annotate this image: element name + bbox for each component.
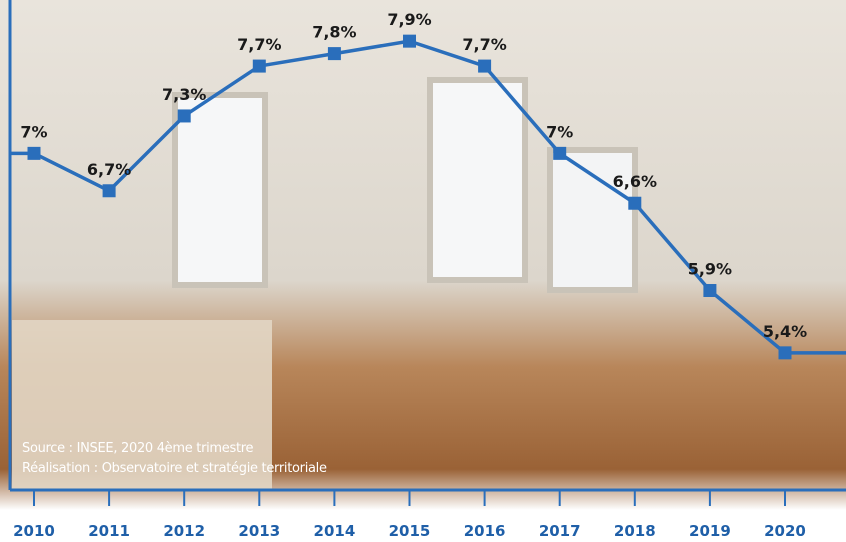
value-label: 7,7%	[237, 35, 281, 54]
point-marker	[628, 196, 642, 210]
x-tick-label: 2020	[764, 522, 806, 540]
x-tick-label: 2016	[464, 522, 506, 540]
value-label: 6,7%	[87, 160, 131, 179]
point-marker	[177, 109, 191, 123]
point-marker	[27, 146, 41, 160]
value-label: 7,8%	[312, 23, 356, 42]
point-marker	[778, 346, 792, 360]
x-tick-label: 2014	[314, 522, 356, 540]
x-tick-label: 2011	[88, 522, 130, 540]
point-marker	[102, 184, 116, 198]
x-tick-label: 2013	[238, 522, 280, 540]
x-tick-label: 2015	[389, 522, 431, 540]
point-marker	[252, 59, 266, 73]
window	[172, 92, 268, 288]
value-label: 5,4%	[763, 322, 807, 341]
x-tick-label: 2017	[539, 522, 581, 540]
window	[427, 77, 528, 283]
x-tick-label: 2012	[163, 522, 205, 540]
point-marker	[703, 284, 717, 298]
value-label: 7,9%	[387, 10, 431, 29]
credit-note: Réalisation : Observatoire et stratégie …	[22, 461, 327, 476]
desk	[12, 320, 272, 490]
value-label: 5,9%	[688, 260, 732, 279]
value-label: 7%	[20, 122, 47, 141]
point-marker	[478, 59, 492, 73]
x-tick-label: 2019	[689, 522, 731, 540]
point-marker	[327, 47, 341, 61]
value-label: 7,3%	[162, 85, 206, 104]
value-label: 6,6%	[613, 172, 657, 191]
window	[547, 147, 638, 293]
x-tick-label: 2018	[614, 522, 656, 540]
value-label: 7%	[546, 122, 573, 141]
point-marker	[553, 146, 567, 160]
x-tick-label: 2010	[13, 522, 55, 540]
point-marker	[403, 34, 416, 48]
value-label: 7,7%	[462, 35, 506, 54]
footer-band	[0, 510, 846, 542]
source-note: Source : INSEE, 2020 4ème trimestre	[22, 441, 254, 456]
